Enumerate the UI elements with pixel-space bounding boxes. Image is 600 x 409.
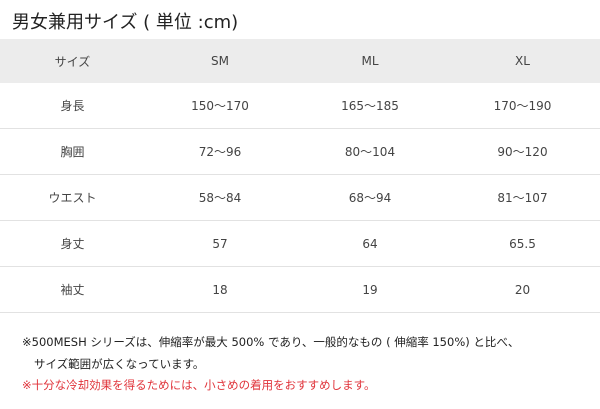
size-table: サイズ SM ML XL 身長 150〜170 165〜185 170〜190 胸囲 7… <box>0 39 600 313</box>
table-row: 身丈 57 64 65.5 <box>0 220 600 267</box>
row-label: 胸囲 <box>0 128 145 175</box>
header-cell: ML <box>295 39 445 83</box>
cell: 64 <box>295 220 445 267</box>
cell: 19 <box>295 266 445 313</box>
cell: 18 <box>145 266 295 313</box>
header-cell: XL <box>445 39 600 83</box>
cell: 57 <box>145 220 295 267</box>
cell: 20 <box>445 266 600 313</box>
row-label: 身長 <box>0 83 145 129</box>
cell: 170〜190 <box>445 83 600 129</box>
table-row: ウエスト 58〜84 68〜94 81〜107 <box>0 174 600 221</box>
header-cell: サイズ <box>0 39 145 83</box>
cell: 165〜185 <box>295 83 445 129</box>
table-header-row: サイズ SM ML XL <box>0 39 600 83</box>
row-label: 袖丈 <box>0 266 145 313</box>
cell: 90〜120 <box>445 128 600 175</box>
header-cell: SM <box>145 39 295 83</box>
note-line: サイズ範囲が広くなっています。 <box>34 356 205 371</box>
cell: 65.5 <box>445 220 600 267</box>
cell: 58〜84 <box>145 174 295 221</box>
page-title: 男女兼用サイズ ( 単位 :cm) <box>12 12 239 33</box>
table-row: 身長 150〜170 165〜185 170〜190 <box>0 83 600 129</box>
warning-note: ※十分な冷却効果を得るためには、小さめの着用をおすすめします。 <box>22 378 376 392</box>
cell: 80〜104 <box>295 128 445 175</box>
cell: 72〜96 <box>145 128 295 175</box>
cell: 81〜107 <box>445 174 600 221</box>
table-row: 袖丈 18 19 20 <box>0 266 600 313</box>
note-line: ※500MESH シリーズは、伸縮率が最大 500% であり、一般的なもの ( … <box>22 335 520 349</box>
cell: 150〜170 <box>145 83 295 129</box>
table-row: 胸囲 72〜96 80〜104 90〜120 <box>0 128 600 175</box>
row-label: ウエスト <box>0 174 145 221</box>
notes: ※500MESH シリーズは、伸縮率が最大 500% であり、一般的なもの ( … <box>22 332 519 397</box>
cell: 68〜94 <box>295 174 445 221</box>
row-label: 身丈 <box>0 220 145 267</box>
